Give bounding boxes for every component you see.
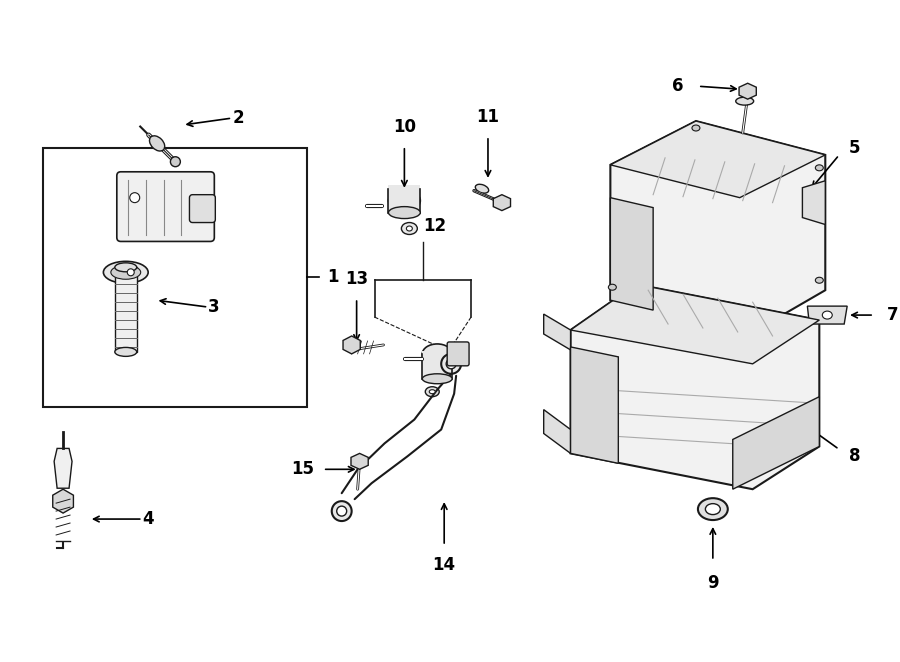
Polygon shape [544, 314, 571, 350]
Text: 5: 5 [850, 139, 860, 157]
Ellipse shape [407, 226, 412, 231]
FancyBboxPatch shape [447, 342, 469, 366]
Ellipse shape [608, 284, 617, 290]
Ellipse shape [401, 222, 418, 234]
Ellipse shape [815, 277, 824, 283]
Ellipse shape [115, 263, 137, 272]
Text: 8: 8 [850, 448, 860, 465]
Ellipse shape [446, 359, 456, 369]
FancyBboxPatch shape [190, 195, 215, 222]
Polygon shape [610, 121, 825, 198]
Ellipse shape [823, 311, 832, 319]
Text: 6: 6 [672, 77, 684, 95]
Polygon shape [343, 336, 360, 354]
Text: 15: 15 [292, 460, 314, 479]
Ellipse shape [706, 504, 720, 514]
Ellipse shape [692, 125, 700, 131]
Ellipse shape [815, 165, 824, 171]
Polygon shape [610, 121, 825, 334]
Text: 7: 7 [887, 306, 898, 324]
Polygon shape [54, 448, 72, 488]
Bar [43, 148, 307, 406]
Text: 3: 3 [209, 298, 220, 316]
Ellipse shape [426, 387, 439, 397]
Bar [389, 185, 420, 213]
Ellipse shape [735, 97, 753, 105]
Ellipse shape [422, 374, 452, 384]
Text: 9: 9 [707, 574, 719, 592]
Polygon shape [53, 489, 74, 513]
Ellipse shape [429, 390, 436, 394]
Polygon shape [571, 284, 819, 364]
Text: 11: 11 [476, 108, 500, 126]
Ellipse shape [698, 498, 728, 520]
Ellipse shape [332, 501, 352, 521]
Ellipse shape [149, 136, 165, 151]
Polygon shape [571, 284, 819, 489]
Text: 14: 14 [433, 556, 455, 574]
Ellipse shape [389, 190, 420, 212]
Polygon shape [733, 397, 819, 489]
Polygon shape [544, 410, 571, 453]
Text: 10: 10 [393, 118, 416, 136]
Ellipse shape [104, 261, 148, 283]
FancyBboxPatch shape [117, 172, 214, 242]
Polygon shape [493, 195, 510, 211]
Ellipse shape [130, 193, 140, 203]
Text: 4: 4 [143, 510, 154, 528]
Ellipse shape [475, 184, 489, 193]
Text: 2: 2 [232, 109, 244, 127]
Ellipse shape [441, 354, 461, 374]
Polygon shape [807, 306, 847, 324]
Text: 1: 1 [327, 268, 338, 286]
Polygon shape [351, 453, 368, 469]
Polygon shape [739, 83, 756, 99]
Polygon shape [610, 198, 653, 310]
Polygon shape [571, 347, 618, 463]
Ellipse shape [115, 348, 137, 356]
Ellipse shape [127, 269, 134, 276]
Ellipse shape [337, 506, 347, 516]
Ellipse shape [111, 265, 140, 279]
Polygon shape [803, 181, 825, 224]
Ellipse shape [389, 207, 420, 218]
Ellipse shape [170, 157, 180, 167]
Text: 13: 13 [345, 270, 368, 288]
Text: 12: 12 [423, 218, 446, 236]
Bar [115, 267, 137, 352]
Bar [422, 351, 452, 379]
Ellipse shape [422, 344, 452, 364]
